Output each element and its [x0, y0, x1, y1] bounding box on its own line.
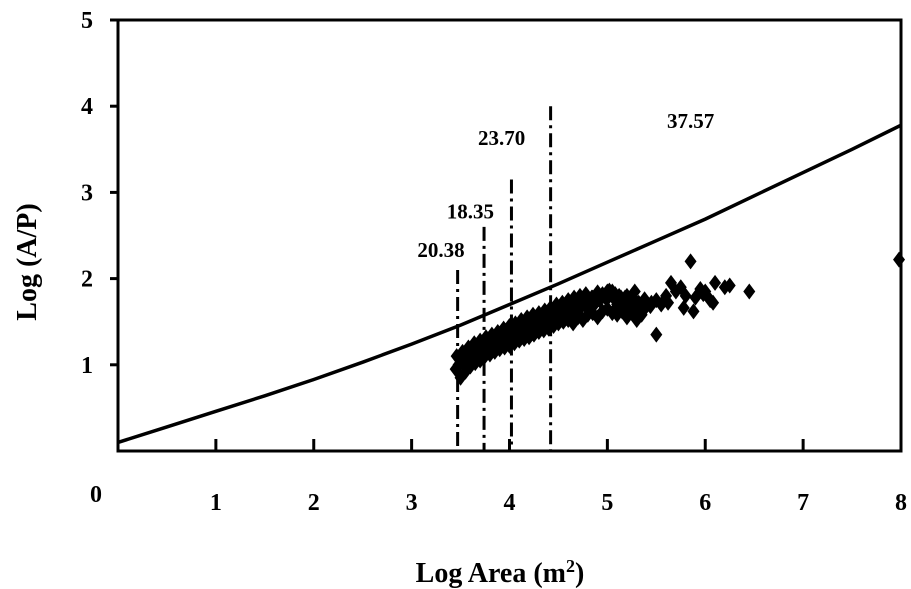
x-tick-label: 7: [797, 490, 809, 516]
y-tick-label: 1: [81, 353, 93, 379]
x-tick-label: 2: [308, 490, 320, 516]
x-axis-title-close: ): [575, 558, 584, 589]
x-tick-label: 0: [90, 482, 102, 508]
x-tick-label: 3: [406, 490, 418, 516]
x-axis-title-text: Log Area (m: [416, 558, 566, 589]
y-tick-label: 4: [81, 94, 93, 120]
x-tick-label: 6: [699, 490, 711, 516]
y-ticks: 1 2 3 4 5: [81, 8, 118, 379]
y-tick-label: 2: [81, 267, 93, 293]
x-tick-label: 4: [504, 490, 516, 516]
x-tick-label: 8: [895, 490, 907, 516]
y-tick-label: 5: [81, 8, 93, 34]
x-axis-title: Log Area (m2): [416, 556, 585, 589]
annotation-label: 37.57: [667, 109, 714, 133]
y-tick-label: 3: [81, 180, 93, 206]
annotation-label: 18.35: [447, 199, 494, 223]
plot-area: [118, 20, 901, 451]
annotation-label: 23.70: [478, 126, 525, 150]
x-tick-label: 5: [601, 490, 613, 516]
annotation-label: 20.38: [417, 238, 464, 262]
y-axis-title: Log (A/P): [12, 203, 43, 320]
x-axis-title-sup: 2: [566, 556, 575, 576]
x-tick-label: 1: [210, 490, 222, 516]
